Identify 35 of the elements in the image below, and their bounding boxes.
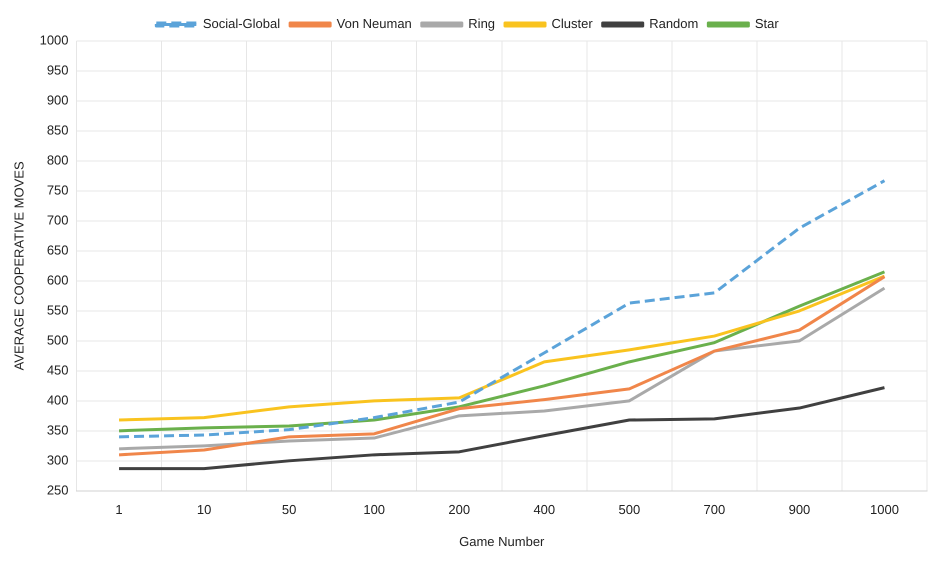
line-series	[118, 179, 886, 438]
legend-label: Random	[649, 16, 698, 32]
x-tick-label: 400	[533, 502, 556, 518]
y-axis-title: AVERAGE COOPERATIVE MOVES	[11, 161, 26, 370]
legend-label: Social-Global	[202, 16, 280, 32]
y-tick-label: 1000	[40, 32, 69, 48]
y-tick-label: 450	[46, 362, 69, 378]
legend-label: Star	[754, 16, 780, 32]
x-tick-label: 100	[363, 502, 386, 518]
y-tick-label: 350	[46, 422, 69, 438]
y-tick-label: 750	[46, 182, 69, 198]
x-axis-title: Game Number	[459, 534, 546, 549]
x-tick-label: 1	[115, 502, 123, 518]
x-tick-label: 10	[196, 502, 212, 518]
x-tick-label: 500	[618, 502, 640, 518]
y-tick-label: 550	[46, 302, 69, 318]
legend-label: Ring	[468, 16, 496, 32]
x-tick-label: 900	[788, 502, 810, 518]
y-tick-label: 400	[46, 392, 69, 408]
y-tick-label: 650	[46, 242, 69, 258]
x-tick-label: 200	[448, 502, 470, 518]
y-tick-label: 900	[46, 92, 69, 108]
y-tick-label: 600	[46, 272, 69, 288]
legend-label: Von Neuman	[336, 16, 412, 32]
x-tick-label: 1000	[870, 502, 899, 518]
x-tick-label: 50	[282, 502, 296, 518]
y-tick-label: 300	[46, 452, 69, 468]
y-tick-label: 700	[46, 212, 69, 228]
y-tick-label: 500	[46, 332, 69, 348]
y-tick-label: 800	[46, 152, 69, 168]
y-tick-label: 250	[46, 482, 69, 498]
y-tick-label: 950	[46, 62, 69, 78]
x-tick-label: 700	[704, 502, 726, 518]
y-tick-label: 850	[46, 122, 69, 138]
legend-label: Cluster	[552, 16, 594, 32]
